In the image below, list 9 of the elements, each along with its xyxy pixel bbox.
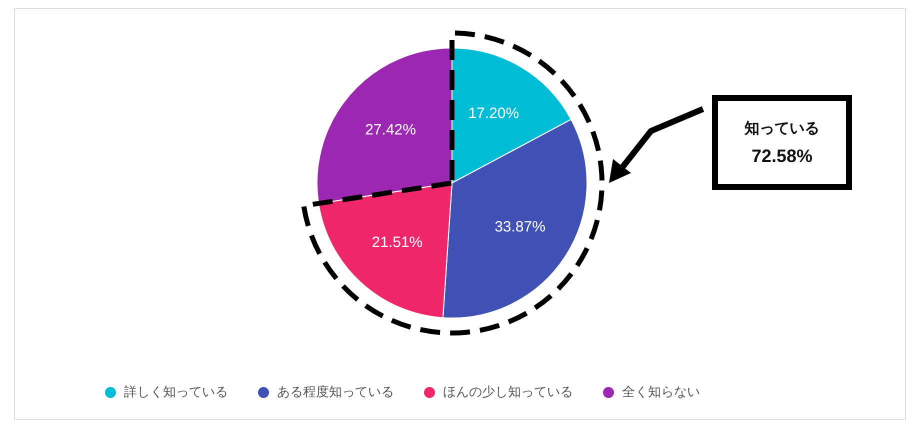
legend-label: 全く知らない	[622, 383, 700, 401]
data-label: 21.51%	[372, 234, 423, 252]
legend-label: 詳しく知っている	[124, 383, 228, 401]
legend-label: ある程度知っている	[277, 383, 394, 401]
data-label: 33.87%	[494, 218, 546, 236]
data-label: 27.42%	[365, 122, 416, 139]
data-label: 17.20%	[468, 105, 520, 122]
legend-label: ほんの少し知っている	[443, 383, 573, 401]
callout-box: 知っている 72.58%	[712, 95, 852, 190]
